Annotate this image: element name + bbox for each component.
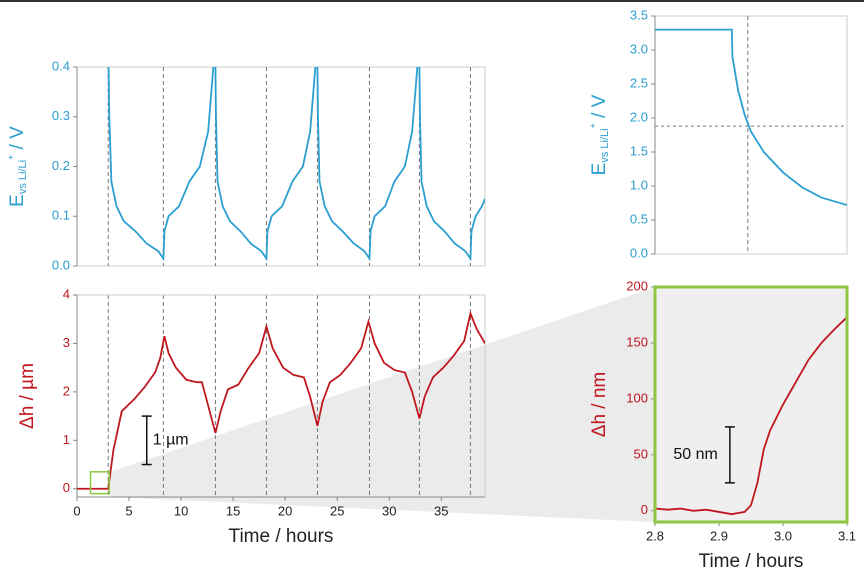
- inset-frame: [653, 285, 849, 524]
- x-tick-label: 5: [125, 503, 132, 518]
- y-tick-label: 0.4: [52, 58, 70, 73]
- y-tick-label: 0.3: [52, 108, 70, 123]
- y-label-main: Δh / nm: [589, 372, 610, 438]
- x-tick-label: 0: [73, 503, 80, 518]
- y-tick-label: 1: [63, 432, 70, 447]
- y-axis-label: Δh / nm: [589, 372, 610, 438]
- data-line: [655, 316, 847, 516]
- x-tick-label: 2.9: [710, 528, 728, 543]
- y-tick-label: 0: [641, 502, 648, 517]
- y-label-main: Δh / µm: [17, 363, 38, 429]
- data-line: [77, 310, 485, 490]
- y-tick-label: 0: [63, 480, 70, 495]
- x-tick-label: 3.0: [774, 528, 792, 543]
- x-axis-label: Time / hours: [229, 526, 334, 547]
- y-tick-label: 4: [63, 286, 70, 301]
- y-axis-label: Evs Li/Li+ / V: [6, 126, 29, 207]
- y-label-main: E: [589, 163, 610, 176]
- y-tick-label: 0.5: [630, 211, 648, 226]
- y-tick-label: 0.0: [630, 245, 648, 260]
- y-tick-label: 0.2: [52, 158, 70, 173]
- plot-frame: [654, 15, 848, 255]
- y-tick-label: 3.5: [630, 7, 648, 22]
- plot-frame: [76, 66, 486, 267]
- x-tick-label: 20: [278, 503, 292, 518]
- scale-bar-label: 50 nm: [673, 446, 717, 463]
- y-label-main: E: [7, 194, 28, 207]
- y-label-sub: vs Li/Li: [599, 128, 611, 162]
- x-tick-label: 25: [330, 503, 344, 518]
- y-tick-label: 50: [634, 446, 648, 461]
- y-tick-label: 150: [626, 334, 648, 349]
- x-tick-label: 3.1: [838, 528, 856, 543]
- x-tick-label: 35: [434, 503, 448, 518]
- x-axis-label: Time / hours: [699, 551, 804, 572]
- y-tick-label: 2.0: [630, 109, 648, 124]
- zoom-shade: [110, 287, 655, 522]
- y-label-unit: / V: [589, 94, 610, 123]
- data-line: [655, 28, 847, 206]
- x-tick-label: 10: [174, 503, 188, 518]
- y-axis-label: Evs Li/Li+ / V: [588, 94, 611, 175]
- y-tick-label: 100: [626, 390, 648, 405]
- y-tick-label: 0.0: [52, 257, 70, 272]
- zoom-box: [89, 471, 111, 495]
- y-tick-label: 3: [63, 335, 70, 350]
- top-edge: [0, 0, 864, 2]
- y-tick-label: 2.5: [630, 75, 648, 90]
- y-tick-label: 1.0: [630, 177, 648, 192]
- y-tick-label: 0.1: [52, 208, 70, 223]
- y-label-sup: +: [6, 155, 16, 160]
- y-tick-label: 200: [626, 278, 648, 293]
- x-tick-label: 2.8: [646, 528, 664, 543]
- data-line: [107, 67, 485, 262]
- y-label-sup: +: [588, 123, 598, 128]
- x-tick-label: 30: [382, 503, 396, 518]
- y-tick-label: 1.5: [630, 143, 648, 158]
- y-axis-label: Δh / µm: [17, 363, 38, 429]
- y-tick-label: 2: [63, 383, 70, 398]
- y-label-sub: vs Li/Li: [17, 160, 29, 194]
- scale-bar-label: 1 µm: [153, 432, 189, 449]
- inset-background: [655, 287, 847, 522]
- y-tick-label: 3.0: [630, 41, 648, 56]
- x-tick-label: 15: [226, 503, 240, 518]
- y-label-unit: / V: [7, 126, 28, 155]
